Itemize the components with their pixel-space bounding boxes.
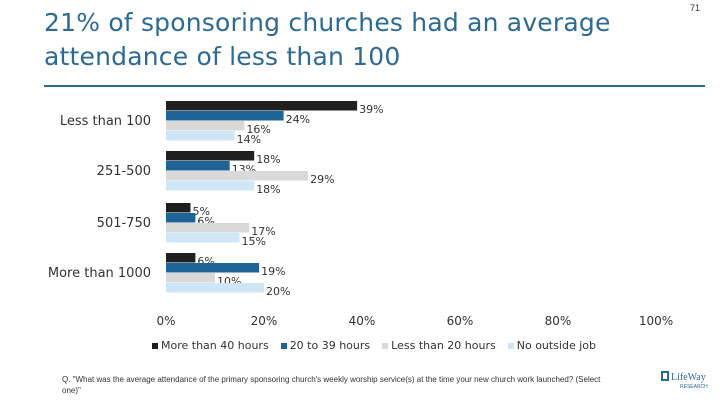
category-label: 251-500 bbox=[97, 164, 151, 179]
x-tick-label: 80% bbox=[545, 314, 572, 328]
bar-chart: Less than 100 251-500 501-750 More than 100… bbox=[48, 101, 673, 328]
survey-question-footnote: Q. "What was the average attendance of t… bbox=[62, 375, 601, 395]
category-label: Less than 100 bbox=[60, 114, 151, 129]
bar-less-than-20-hours bbox=[166, 223, 250, 233]
logo-subtitle: RESEARCH bbox=[680, 384, 708, 390]
legend-item: Less than 20 hours bbox=[382, 339, 496, 352]
data-label: 14% bbox=[237, 133, 261, 146]
bar-20-to-39-hours bbox=[166, 263, 260, 273]
bar-less-than-20-hours bbox=[166, 121, 245, 131]
bar-no-outside-job bbox=[166, 233, 240, 243]
data-label: 20% bbox=[266, 285, 290, 298]
legend-swatch bbox=[280, 342, 287, 349]
legend-label: More than 40 hours bbox=[161, 339, 269, 352]
bar-20-to-39-hours bbox=[166, 213, 196, 223]
data-label: 16% bbox=[246, 123, 270, 136]
legend-label: Less than 20 hours bbox=[391, 339, 496, 352]
bar-no-outside-job bbox=[166, 131, 235, 141]
data-label: 39% bbox=[359, 103, 383, 116]
data-label: 18% bbox=[256, 183, 280, 196]
bar-more-than-40-hours bbox=[166, 101, 358, 111]
data-label: 17% bbox=[251, 225, 275, 238]
slide-title: 21% of sponsoring churches had an averag… bbox=[44, 8, 611, 71]
legend-label: 20 to 39 hours bbox=[289, 339, 371, 352]
data-label: 29% bbox=[310, 173, 334, 186]
bar-no-outside-job bbox=[166, 181, 255, 191]
bar-20-to-39-hours bbox=[166, 161, 230, 171]
title-divider bbox=[44, 85, 705, 87]
x-tick-label: 100% bbox=[639, 314, 673, 328]
x-tick-label: 20% bbox=[251, 314, 278, 328]
legend-label: No outside job bbox=[516, 339, 597, 352]
bar-20-to-39-hours bbox=[166, 111, 284, 121]
bar-more-than-40-hours bbox=[166, 203, 191, 213]
bar-less-than-20-hours bbox=[166, 273, 215, 283]
bar-more-than-40-hours bbox=[166, 253, 196, 263]
x-tick-label: 40% bbox=[349, 314, 376, 328]
legend-swatch bbox=[382, 342, 389, 349]
bar-less-than-20-hours bbox=[166, 171, 309, 181]
legend-item: 20 to 39 hours bbox=[280, 339, 371, 352]
chart-legend: More than 40 hours 20 to 39 hours Less tha… bbox=[152, 339, 596, 352]
legend-item: More than 40 hours bbox=[152, 339, 269, 352]
logo-wordmark: LifeWay bbox=[671, 372, 706, 383]
x-tick-label: 60% bbox=[447, 314, 474, 328]
data-label: 24% bbox=[286, 113, 310, 126]
bar-more-than-40-hours bbox=[166, 151, 255, 161]
legend-item: No outside job bbox=[507, 339, 597, 352]
data-label: 19% bbox=[261, 265, 285, 278]
data-label: 18% bbox=[256, 153, 280, 166]
category-label: More than 1000 bbox=[48, 266, 151, 281]
bar-no-outside-job bbox=[166, 283, 264, 293]
logo-mark-icon bbox=[661, 371, 669, 381]
data-label: 5% bbox=[193, 205, 210, 218]
data-label: 15% bbox=[242, 235, 266, 248]
legend-swatch bbox=[507, 342, 514, 349]
lifeway-research-logo: LifeWay RESEARCH bbox=[661, 371, 708, 390]
legend-swatch bbox=[152, 342, 158, 349]
category-label: 501-750 bbox=[97, 216, 151, 231]
x-tick-label: 0% bbox=[156, 314, 175, 328]
page-number: 71 bbox=[690, 3, 701, 13]
